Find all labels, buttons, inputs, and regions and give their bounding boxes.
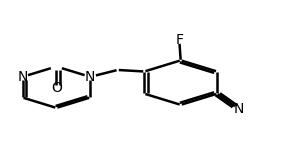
Text: N: N: [17, 70, 28, 84]
Text: O: O: [51, 81, 62, 95]
Text: F: F: [175, 33, 183, 47]
Text: N: N: [234, 102, 244, 116]
Text: N: N: [85, 70, 95, 84]
